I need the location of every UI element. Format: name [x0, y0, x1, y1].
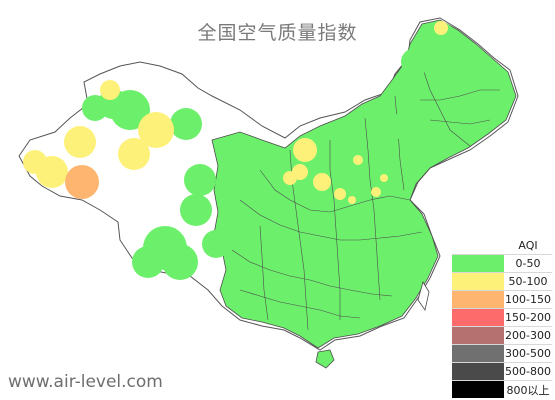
legend-row: 50-100	[452, 272, 552, 290]
legend-label: 0-50	[515, 257, 541, 270]
legend-row: 150-200	[452, 308, 552, 326]
legend-swatch	[452, 345, 504, 362]
map-title: 全国空气质量指数	[197, 22, 358, 44]
hainan-island	[315, 349, 335, 369]
legend-row: 500-800	[452, 362, 552, 380]
legend-label: 200-300	[505, 329, 551, 342]
legend-swatch	[452, 273, 504, 290]
legend-row: 100-150	[452, 290, 552, 308]
legend-row: 200-300	[452, 326, 552, 344]
legend-label: 100-150	[505, 293, 551, 306]
legend-row: 800以上	[452, 380, 552, 398]
legend-label: 300-500	[505, 347, 551, 360]
legend-label: 800以上	[506, 383, 550, 397]
city-markers-moderate	[23, 21, 448, 204]
eastern-region	[211, 19, 517, 349]
legend-label: 50-100	[508, 275, 548, 288]
legend-swatch	[452, 255, 504, 272]
legend-label: 500-800	[505, 365, 551, 378]
legend-swatch	[452, 309, 504, 326]
legend-title: AQI	[518, 239, 538, 252]
aqi-legend: AQI 0-50 50-100 100-150 150-200 200-300 300-5…	[452, 238, 552, 398]
taiwan-island	[417, 280, 430, 311]
city-marker-unhealthy-sensitive	[65, 165, 99, 199]
watermark: www.air-level.com	[8, 372, 163, 392]
legend-row: 0-50	[452, 254, 552, 272]
legend-row: 300-500	[452, 344, 552, 362]
legend-swatch	[452, 291, 504, 308]
legend-label: 150-200	[505, 311, 551, 324]
legend-swatch	[452, 363, 504, 380]
legend-swatch	[452, 327, 504, 344]
legend-swatch	[452, 381, 504, 398]
